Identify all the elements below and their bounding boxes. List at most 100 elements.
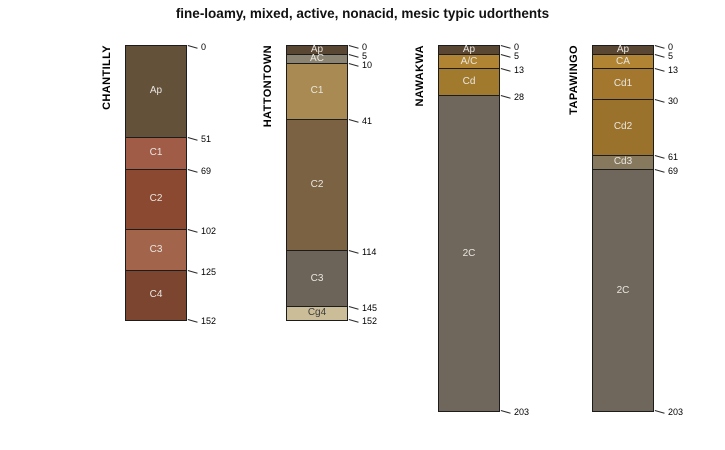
depth-label: 145 <box>362 303 378 313</box>
depth-label: 41 <box>362 115 373 126</box>
depth-label: 13 <box>668 65 679 76</box>
depth-tick <box>500 68 511 73</box>
profile-label-tapawingo: TAPAWINGO <box>568 45 580 115</box>
depth-tick <box>348 54 359 58</box>
horizon-hattontown-c3: C3 <box>287 251 347 307</box>
horizon-label: Cd1 <box>613 78 633 90</box>
horizon-hattontown-c1: C1 <box>287 64 347 120</box>
horizon-hattontown-cg4: Cg4 <box>287 306 347 320</box>
depth-label: 0 <box>201 42 207 52</box>
depth-label: 203 <box>668 407 684 418</box>
depth-label: 5 <box>362 51 368 61</box>
depth-tick <box>187 270 198 274</box>
profile-column-tapawingo: Ap CA Cd1 Cd2 Cd3 2C <box>592 44 654 413</box>
horizon-nawakwa-cd: Cd <box>439 69 499 97</box>
horizon-nawakwa-ap: Ap <box>439 44 499 55</box>
horizon-tapawingo-ap: Ap <box>593 44 653 55</box>
depth-tick <box>187 169 198 173</box>
depth-tick <box>500 45 511 49</box>
horizon-tapawingo-2c: 2C <box>593 170 653 412</box>
depth-label: 61 <box>668 151 679 162</box>
profile-label-nawakwa: NAWAKWA <box>414 45 426 107</box>
horizon-label: C2 <box>310 178 324 190</box>
horizon-hattontown-c2: C2 <box>287 119 347 252</box>
horizon-label: C1 <box>310 85 324 97</box>
horizon-label: C1 <box>149 147 163 159</box>
depth-tick <box>187 318 198 323</box>
depth-label: 5 <box>668 51 674 61</box>
horizon-chantilly-ap: Ap <box>126 46 186 138</box>
depth-tick <box>654 99 665 103</box>
horizon-tapawingo-cd3: Cd3 <box>593 155 653 171</box>
depth-tick <box>348 45 359 49</box>
horizon-tapawingo-cd2: Cd2 <box>593 99 653 156</box>
depth-tick <box>348 118 359 123</box>
depth-label: 0 <box>514 42 520 52</box>
horizon-label: 2C <box>462 247 476 259</box>
depth-tick <box>187 45 198 49</box>
depth-tick <box>348 318 359 323</box>
depth-tick <box>500 410 511 415</box>
horizon-chantilly-c2: C2 <box>126 170 186 230</box>
depth-label: 69 <box>668 166 679 177</box>
horizon-label: Ap <box>310 44 324 55</box>
depth-tick <box>187 228 198 233</box>
horizon-hattontown-ap: Ap <box>287 44 347 55</box>
horizon-label: A/C <box>460 55 478 67</box>
horizon-label: 2C <box>616 284 630 296</box>
horizon-nawakwa-2c: 2C <box>439 96 499 412</box>
depth-tick <box>348 63 359 67</box>
depth-label: 203 <box>514 407 530 418</box>
depth-label: 28 <box>514 92 525 103</box>
depth-label: 114 <box>362 247 377 258</box>
horizon-tapawingo-ca: CA <box>593 55 653 70</box>
depth-label: 51 <box>201 133 212 144</box>
depth-tick <box>348 250 359 254</box>
depth-label: 30 <box>668 96 679 106</box>
depth-label: 13 <box>514 65 525 76</box>
depth-label: 152 <box>362 315 378 326</box>
horizon-label: C3 <box>149 243 163 255</box>
depth-tick <box>654 410 665 415</box>
horizon-label: C2 <box>149 193 163 205</box>
horizon-chantilly-c1: C1 <box>126 137 186 171</box>
horizon-label: C4 <box>149 289 163 301</box>
horizon-label: Ap <box>462 44 476 55</box>
depth-label: 5 <box>514 51 520 61</box>
depth-label: 10 <box>362 60 373 70</box>
horizon-label: Cd2 <box>613 121 633 133</box>
depth-label: 152 <box>201 315 217 326</box>
profile-column-hattontown: Ap AC C1 C2 C3 Cg4 <box>286 45 348 321</box>
depth-tick <box>654 54 665 58</box>
profile-column-nawakwa: Ap A/C Cd 2C <box>438 44 500 413</box>
horizon-label: Ap <box>149 85 163 97</box>
depth-tick <box>500 54 511 58</box>
depth-tick <box>348 306 359 310</box>
horizon-tapawingo-cd1: Cd1 <box>593 69 653 100</box>
depth-label: 125 <box>201 267 217 277</box>
horizon-label: Cd <box>462 76 476 88</box>
horizon-chantilly-c4: C4 <box>126 270 186 320</box>
horizon-label: AC <box>310 53 324 64</box>
profile-label-hattontown: HATTONTOWN <box>262 45 274 128</box>
depth-label: 0 <box>668 42 674 52</box>
profile-column-chantilly: Ap C1 C2 C3 C4 <box>125 45 187 321</box>
chart-title: fine-loamy, mixed, active, nonacid, mesi… <box>175 6 550 21</box>
depth-label: 102 <box>201 225 217 236</box>
horizon-hattontown-ac: AC <box>287 53 347 64</box>
depth-label: 69 <box>201 166 212 177</box>
horizon-label: Cd3 <box>613 156 633 168</box>
horizon-label: Cg4 <box>307 307 327 319</box>
horizon-label: C3 <box>310 272 324 284</box>
profile-label-chantilly: CHANTILLY <box>101 45 113 110</box>
horizon-label: CA <box>616 55 630 67</box>
horizon-chantilly-c3: C3 <box>126 229 186 271</box>
depth-tick <box>654 154 665 159</box>
horizon-label: Ap <box>616 44 630 55</box>
depth-tick <box>500 95 511 100</box>
horizon-nawakwa-ac: A/C <box>439 55 499 70</box>
depth-label: 0 <box>362 42 368 52</box>
depth-tick <box>654 68 665 73</box>
depth-tick <box>654 169 665 173</box>
